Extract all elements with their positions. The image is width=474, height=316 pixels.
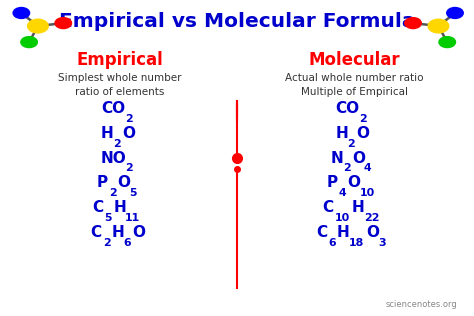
Circle shape [55, 18, 72, 28]
Text: 4: 4 [339, 188, 346, 198]
Text: H: H [337, 225, 350, 240]
Circle shape [21, 37, 37, 48]
Text: Simplest whole number
ratio of elements: Simplest whole number ratio of elements [58, 73, 182, 97]
Text: 6: 6 [124, 238, 131, 248]
Text: C: C [92, 200, 103, 215]
Circle shape [405, 18, 421, 28]
Text: O: O [356, 126, 369, 141]
Text: O: O [132, 225, 146, 240]
Text: 22: 22 [364, 213, 379, 223]
Text: 3: 3 [379, 238, 386, 248]
Text: 18: 18 [349, 238, 365, 248]
Text: 2: 2 [113, 138, 121, 149]
Text: 2: 2 [359, 114, 367, 124]
Text: Actual whole number ratio
Multiple of Empirical: Actual whole number ratio Multiple of Em… [285, 73, 423, 97]
Text: H: H [352, 200, 365, 215]
Text: 2: 2 [343, 163, 351, 173]
Text: C: C [91, 225, 102, 240]
Text: 5: 5 [129, 188, 137, 198]
Text: NO: NO [101, 151, 127, 166]
Text: Empirical: Empirical [76, 51, 163, 69]
Text: 4: 4 [364, 163, 372, 173]
Text: 6: 6 [328, 238, 336, 248]
Text: 10: 10 [334, 213, 350, 223]
Text: CO: CO [101, 101, 125, 116]
Text: sciencenotes.org: sciencenotes.org [385, 300, 457, 308]
Text: O: O [352, 151, 365, 166]
Text: 2: 2 [125, 163, 133, 173]
Circle shape [439, 37, 456, 48]
Text: P: P [327, 175, 338, 191]
Circle shape [13, 8, 29, 18]
Text: 10: 10 [359, 188, 375, 198]
Text: 11: 11 [125, 213, 140, 223]
Text: Molecular: Molecular [308, 51, 400, 69]
Text: 2: 2 [103, 238, 110, 248]
Text: N: N [331, 151, 344, 166]
Text: O: O [118, 175, 130, 191]
Text: 2: 2 [125, 114, 133, 124]
Text: C: C [322, 200, 333, 215]
Text: Empirical vs Molecular Formula: Empirical vs Molecular Formula [59, 12, 415, 31]
Text: 2: 2 [347, 138, 355, 149]
Text: H: H [113, 200, 126, 215]
Text: 2: 2 [109, 188, 117, 198]
Circle shape [27, 19, 48, 33]
Text: O: O [347, 175, 360, 191]
Text: C: C [316, 225, 328, 240]
Text: 5: 5 [104, 213, 112, 223]
Text: P: P [97, 175, 108, 191]
Text: CO: CO [335, 101, 359, 116]
Text: H: H [111, 225, 124, 240]
Circle shape [428, 19, 449, 33]
Text: H: H [335, 126, 348, 141]
Text: H: H [101, 126, 114, 141]
Circle shape [447, 8, 463, 18]
Text: O: O [122, 126, 135, 141]
Text: O: O [366, 225, 380, 240]
